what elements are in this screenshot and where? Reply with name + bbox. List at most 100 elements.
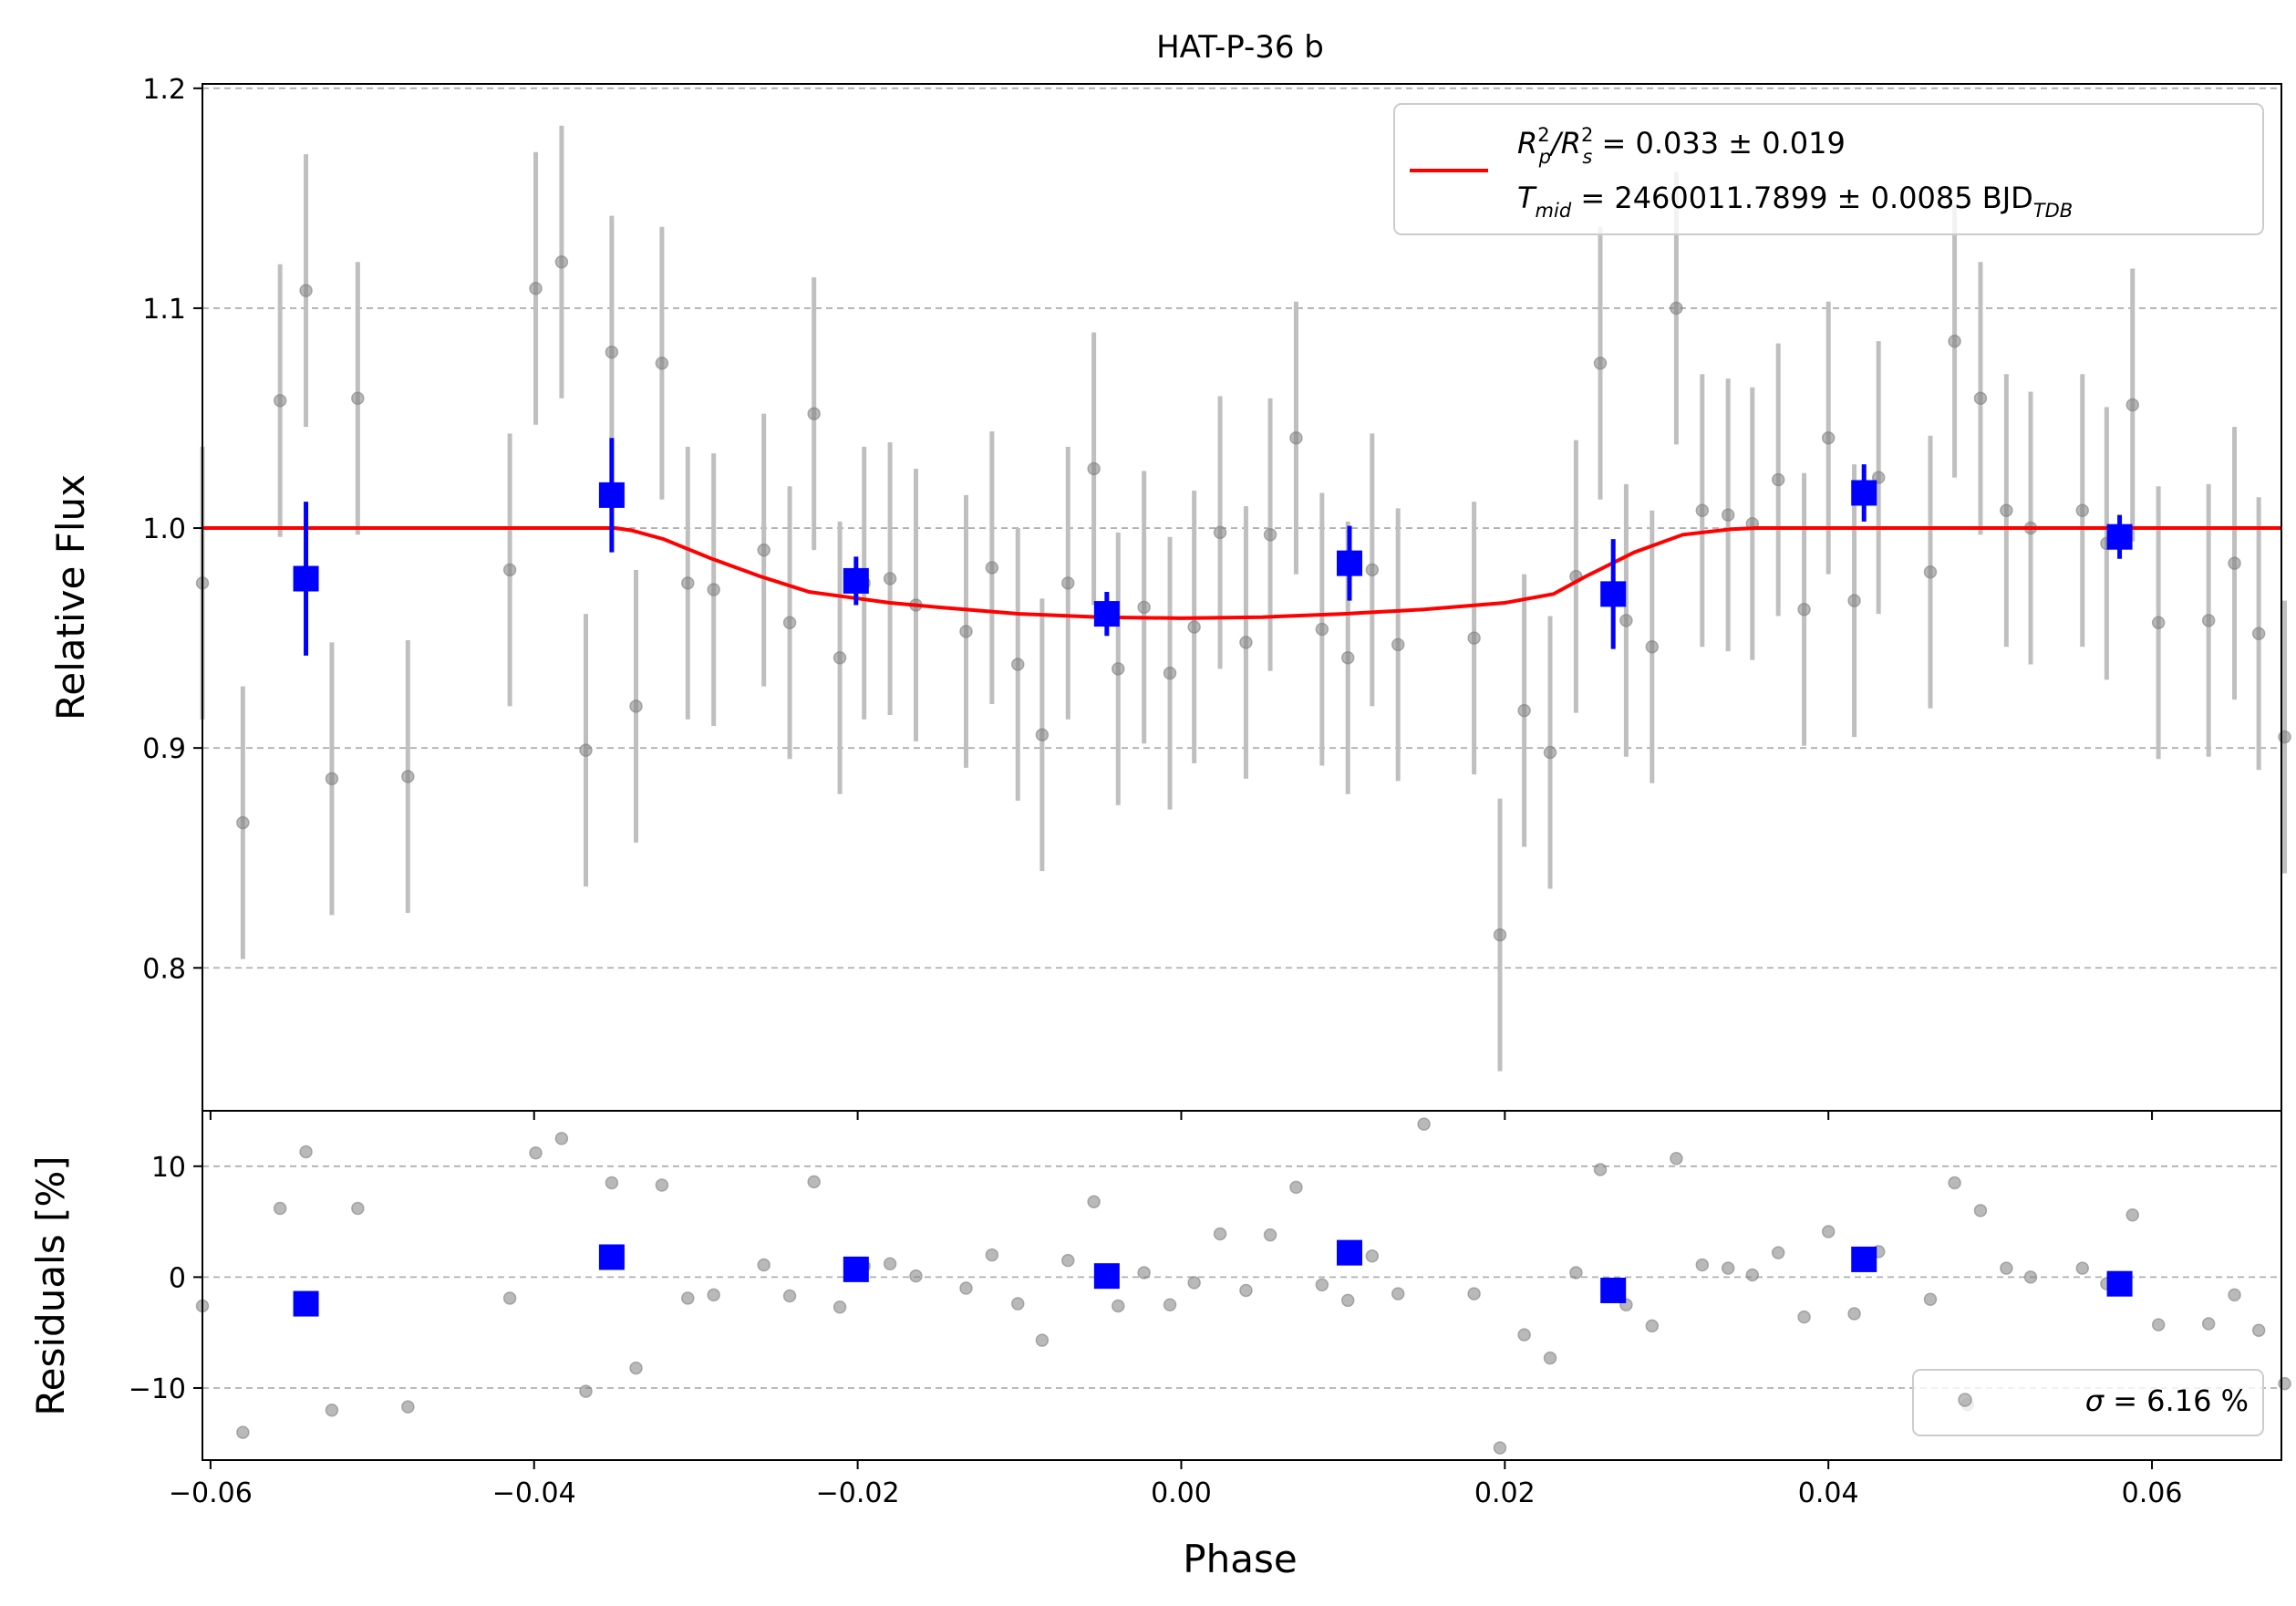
raw-point: [2151, 616, 2166, 629]
residual-raw-point: [1289, 1180, 1303, 1195]
raw-point: [1543, 745, 1557, 760]
raw-point: [1771, 472, 1785, 487]
raw-point: [1011, 658, 1025, 671]
raw-point: [2278, 730, 2291, 744]
residuals-legend-marker: [1958, 1393, 1972, 1407]
residuals-axes-frame: [202, 1110, 2282, 1461]
x-tick-label: −0.06: [169, 1477, 253, 1509]
residual-binned-point: [293, 1290, 319, 1317]
x-tick-label: 0.02: [1474, 1477, 1536, 1509]
residual-raw-point: [959, 1281, 973, 1295]
residual-raw-point: [1061, 1253, 1075, 1268]
residual-raw-point: [2228, 1288, 2241, 1302]
raw-point: [757, 543, 771, 557]
residual-raw-point: [1213, 1227, 1227, 1241]
legend-tmid-symbol: T: [1517, 181, 1537, 215]
raw-point: [2201, 614, 2216, 627]
raw-point: [985, 561, 999, 575]
residual-raw-point: [1695, 1258, 1710, 1272]
residual-raw-point: [1163, 1298, 1177, 1312]
residual-raw-point: [1011, 1297, 1025, 1311]
residual-raw-point: [579, 1384, 593, 1398]
residual-raw-point: [1645, 1319, 1660, 1333]
residual-binned-point: [1851, 1246, 1877, 1272]
raw-point: [1061, 576, 1075, 590]
residual-binned-points: [293, 1239, 2133, 1317]
raw-point: [1467, 631, 1481, 645]
residual-raw-point: [1263, 1228, 1277, 1242]
residual-raw-point: [1721, 1261, 1735, 1275]
x-axis-label: Phase: [1183, 1537, 1297, 1581]
residual-raw-point: [1493, 1441, 1507, 1455]
raw-point: [351, 391, 365, 406]
sigma-value: = 6.16 %: [2104, 1383, 2249, 1418]
sigma-symbol: σ: [2085, 1383, 2105, 1418]
raw-point: [959, 625, 973, 638]
raw-point: [529, 281, 543, 295]
residual-raw-point: [1391, 1287, 1405, 1300]
raw-point: [1973, 391, 1988, 406]
residual-raw-point: [2125, 1208, 2140, 1222]
residual-binned-point: [2106, 1270, 2133, 1297]
binned-point: [2106, 523, 2133, 550]
residuals-y-tick-label: 10: [151, 1152, 186, 1184]
raw-point: [629, 699, 643, 713]
residual-raw-point: [1593, 1163, 1608, 1176]
residuals-y-tick-label: −10: [129, 1373, 186, 1405]
raw-point: [2251, 627, 2266, 641]
raw-point: [883, 572, 897, 585]
raw-point: [1112, 662, 1125, 676]
residual-binned-point: [843, 1256, 869, 1282]
legend-rp-sup: 2: [1537, 124, 1549, 146]
residual-raw-point: [325, 1404, 339, 1417]
residual-raw-point: [1315, 1278, 1329, 1292]
residual-raw-point: [554, 1132, 569, 1145]
raw-point: [1340, 651, 1355, 665]
raw-point: [1923, 565, 1938, 579]
raw-point: [273, 393, 287, 408]
residual-raw-point: [883, 1257, 897, 1271]
legend-rs-symbol: /R: [1548, 126, 1581, 161]
residual-raw-point: [782, 1289, 797, 1303]
flux-y-axis-label: Relative Flux: [48, 474, 93, 720]
binned-point: [598, 482, 625, 508]
residual-raw-point: [605, 1176, 619, 1190]
legend-rs-sub: s: [1582, 146, 1592, 168]
residual-raw-point: [1973, 1204, 1988, 1217]
residual-raw-point: [1821, 1225, 1836, 1238]
raw-point: [1948, 334, 1961, 348]
residual-raw-point: [1340, 1293, 1355, 1308]
binned-points: [293, 480, 2133, 627]
flux-legend: R2 p/R2 s = 0.033 ± 0.019 Tmid = 2460011.7…: [1393, 103, 2264, 235]
raw-point: [1263, 528, 1277, 542]
residual-raw-point: [2278, 1376, 2291, 1391]
raw-point: [833, 651, 847, 665]
residual-raw-point: [2000, 1261, 2013, 1275]
raw-point: [1721, 508, 1735, 522]
raw-point: [605, 345, 619, 359]
raw-point: [579, 743, 593, 757]
raw-point: [1239, 636, 1253, 649]
raw-point: [1821, 430, 1836, 445]
flux-y-tick-label: 1.0: [142, 513, 186, 545]
raw-point: [2075, 503, 2090, 518]
residual-raw-point: [236, 1425, 250, 1439]
residual-binned-point: [598, 1244, 625, 1270]
raw-point: [1517, 703, 1531, 718]
legend-tmid-value: = 2460011.7899 ± 0.0085 BJD: [1571, 181, 2033, 215]
raw-point: [554, 255, 569, 269]
chart-title: HAT-P-36 b: [1156, 29, 1324, 66]
legend-rp-symbol: R: [1517, 126, 1537, 161]
raw-point: [325, 772, 339, 786]
flux-y-tick-label: 0.9: [142, 733, 186, 765]
residual-binned-point: [1600, 1277, 1627, 1303]
residual-raw-point: [1087, 1195, 1101, 1208]
raw-point: [1619, 614, 1633, 627]
x-ticks: −0.06 −0.04 −0.02 0.00 0.02 0.04 0.06: [169, 1460, 2182, 1509]
residual-raw-point: [629, 1361, 643, 1375]
residual-raw-point: [1948, 1176, 1961, 1190]
flux-legend-box: [1393, 103, 2264, 235]
residual-raw-point: [655, 1178, 669, 1192]
binned-point: [1336, 550, 1362, 576]
